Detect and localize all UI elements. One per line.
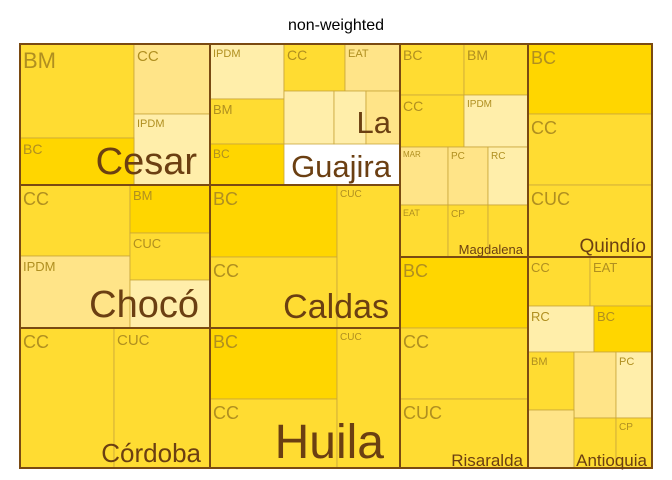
treemap-tile	[399, 256, 529, 329]
tile-label: EAT	[403, 208, 420, 218]
tile-label: RC	[491, 151, 505, 162]
region-label: Caldas	[283, 288, 389, 326]
tile-label: CC	[531, 118, 557, 138]
treemap-tile	[399, 43, 465, 96]
treemap-tile	[593, 305, 653, 353]
tile-label: IPDM	[137, 118, 165, 130]
treemap-tile	[527, 256, 591, 307]
tile-label: BC	[23, 141, 42, 157]
tile-label: CUC	[117, 332, 150, 349]
region-label: La	[357, 105, 392, 140]
treemap-tile	[527, 43, 653, 115]
region-label: Chocó	[89, 284, 199, 326]
treemap-tile	[19, 255, 131, 329]
treemap-tile	[399, 94, 465, 148]
tile-label: BC	[403, 261, 428, 281]
tile-label: CC	[213, 403, 239, 423]
tile-label: BC	[597, 309, 615, 324]
treemap-tile	[365, 90, 401, 145]
tile-label: CP	[619, 422, 633, 433]
tile-label: CC	[531, 260, 550, 275]
treemap-tile	[399, 327, 529, 400]
region-label: Cesar	[96, 141, 198, 183]
treemap-tile	[589, 256, 653, 307]
tile-label: CP	[451, 209, 465, 220]
tile-label: CUC	[340, 189, 362, 200]
tile-label: EAT	[348, 48, 369, 60]
tile-label: CUC	[403, 403, 442, 423]
treemap-tile	[399, 204, 449, 258]
tile-label: CC	[137, 48, 159, 65]
treemap-tile	[283, 43, 346, 92]
tile-label: CC	[403, 332, 429, 352]
tile-label: BC	[213, 147, 230, 161]
treemap-tile	[615, 351, 653, 419]
treemap-tile	[209, 398, 338, 469]
tile-label: MAR	[403, 150, 421, 159]
treemap-tile	[463, 94, 529, 148]
treemap-tile	[129, 232, 211, 281]
treemap-tile	[209, 143, 285, 186]
tile-label: BC	[213, 189, 238, 209]
tile-label: PC	[451, 151, 465, 162]
tile-label: BC	[213, 332, 238, 352]
treemap-tile	[344, 43, 401, 92]
tile-label: CC	[23, 189, 49, 209]
tile-label: CUC	[340, 332, 362, 343]
tile-label: IPDM	[213, 48, 241, 60]
region-label: Risaralda	[451, 451, 523, 470]
region-label: Córdoba	[101, 438, 201, 468]
tile-label: CUC	[133, 236, 161, 251]
region-label: Antioquia	[576, 451, 647, 470]
region-label: Quindío	[579, 236, 646, 257]
tile-label: CC	[287, 47, 307, 63]
treemap-tile	[129, 279, 211, 329]
treemap-tile	[19, 137, 135, 186]
treemap-tile	[573, 351, 617, 419]
region-label: Huila	[275, 416, 385, 469]
treemap-tile	[527, 305, 595, 353]
tile-label: RC	[531, 309, 550, 324]
treemap-tile	[129, 184, 211, 234]
tile-label: CC	[403, 98, 423, 114]
treemap-tile	[336, 184, 401, 329]
tile-label: BM	[467, 47, 488, 63]
tile-label: IPDM	[467, 99, 492, 110]
treemap-tile	[487, 146, 529, 206]
tile-label: BM	[133, 188, 153, 203]
tile-label: CC	[23, 332, 49, 352]
treemap-tile	[463, 43, 529, 96]
tile-label: BM	[213, 102, 233, 117]
tile-label: CC	[213, 261, 239, 281]
tile-label: PC	[619, 356, 634, 368]
region-label: Guajira	[291, 149, 392, 184]
chart-title: non-weighted	[287, 17, 385, 34]
treemap-tile	[527, 184, 653, 258]
tile-label: IPDM	[23, 259, 56, 274]
tile-label: BM	[23, 48, 56, 73]
tile-label: BM	[531, 356, 548, 368]
treemap-tile	[209, 327, 338, 400]
region-label: Magdalena	[459, 242, 524, 257]
tile-label: EAT	[593, 260, 617, 275]
treemap-tile	[209, 98, 285, 145]
treemap-tile	[283, 90, 335, 145]
tile-label: BC	[403, 47, 422, 63]
treemap-tile	[209, 256, 338, 329]
treemap-tile	[615, 417, 653, 469]
tile-label: BC	[531, 48, 556, 68]
treemap-tile	[527, 409, 575, 469]
treemap-tile	[333, 90, 367, 145]
region-border	[527, 256, 653, 469]
tile-label: CUC	[531, 189, 570, 209]
